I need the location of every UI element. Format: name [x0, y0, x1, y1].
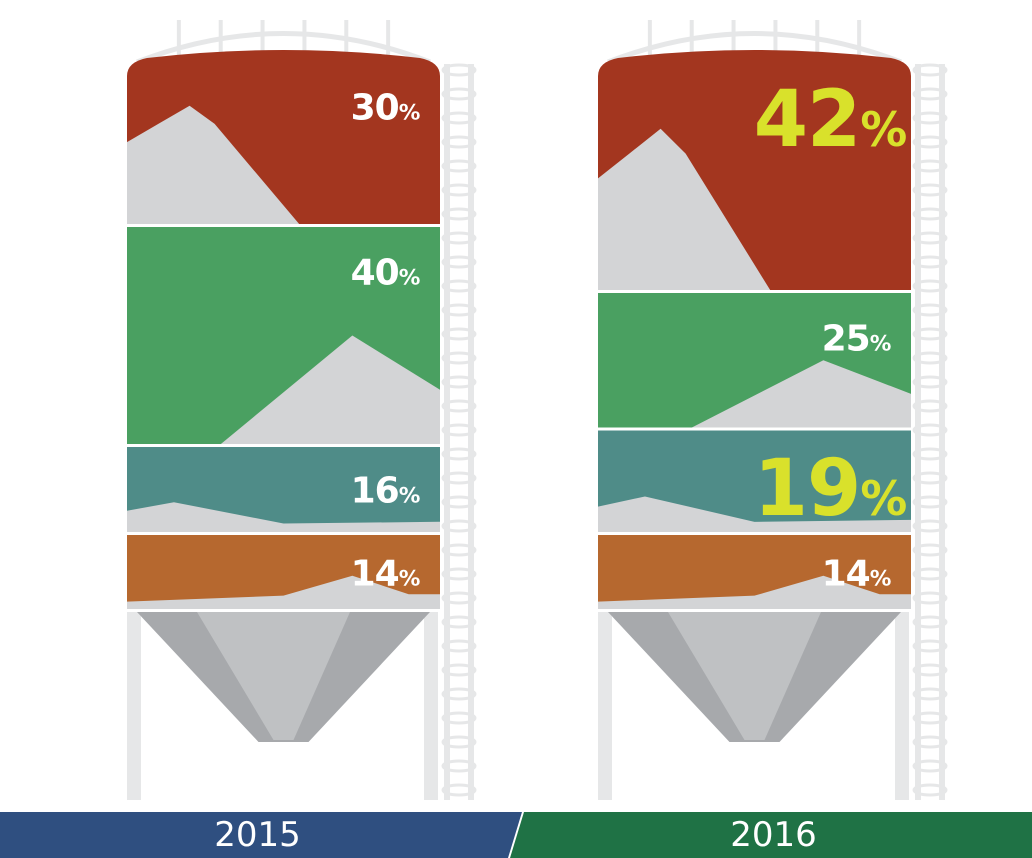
infographic: 2015 2016 30% 40% 16% 14% 42% 25% 19% 14%: [0, 0, 1032, 858]
leg: [127, 612, 141, 800]
value-label: 42%: [754, 75, 906, 165]
year-label: 2016: [515, 812, 1032, 858]
year-label: 2015: [0, 812, 515, 858]
value-label: 16%: [351, 471, 420, 512]
leg: [424, 612, 438, 800]
leg: [598, 612, 612, 800]
leg: [895, 612, 909, 800]
value-label: 14%: [822, 553, 891, 594]
value-label: 14%: [351, 553, 420, 594]
value-label: 19%: [754, 444, 906, 534]
value-label: 40%: [351, 253, 420, 294]
value-label: 25%: [822, 319, 891, 360]
value-label: 30%: [351, 88, 420, 129]
silo: [127, 20, 475, 800]
